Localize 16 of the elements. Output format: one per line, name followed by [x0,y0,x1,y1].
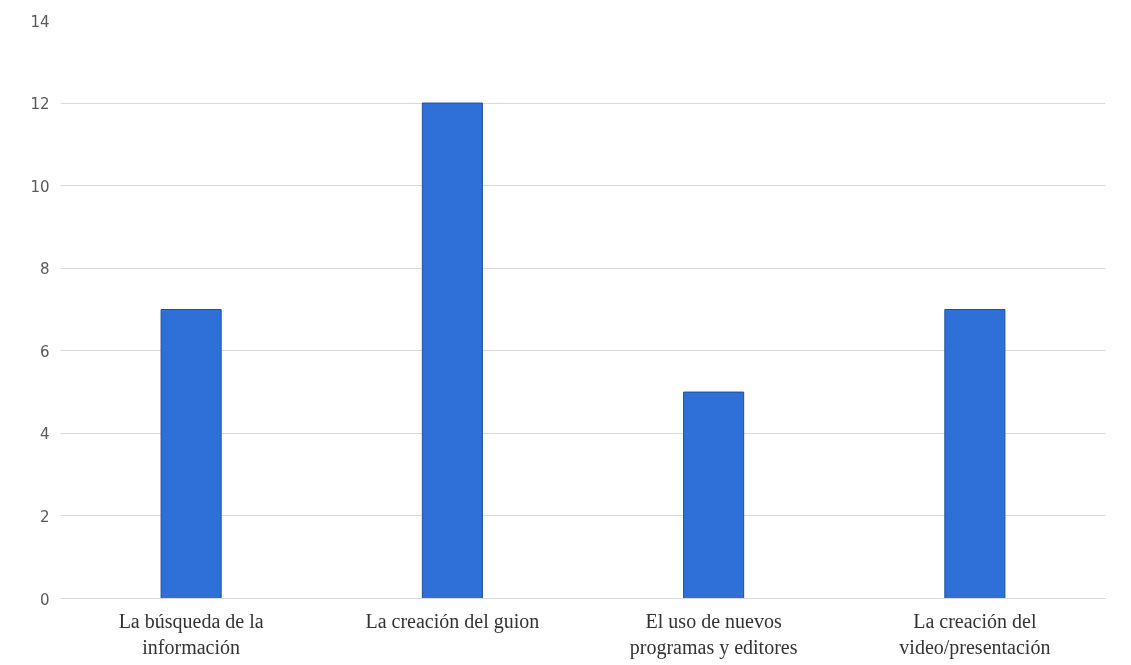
y-tick-label: 0 [39,590,50,609]
y-tick-label: 12 [30,95,50,114]
bar [683,391,745,599]
bar [944,309,1006,599]
y-tick-label: 8 [39,260,50,279]
y-tick-label: 6 [39,342,50,361]
y-tick-label: 14 [30,12,50,31]
x-tick-label: El uso de nuevos programas y editores [629,609,798,659]
x-tick-label: La búsqueda de la información [118,609,264,658]
y-tick-label: 2 [39,507,50,526]
bar [160,309,222,599]
y-tick-label: 4 [39,425,50,444]
x-tick-label: La creación del guion [365,609,540,633]
x-tick-label: La creación del video/presentación [899,609,1051,659]
bar [421,102,483,599]
y-tick-label: 10 [30,177,50,196]
